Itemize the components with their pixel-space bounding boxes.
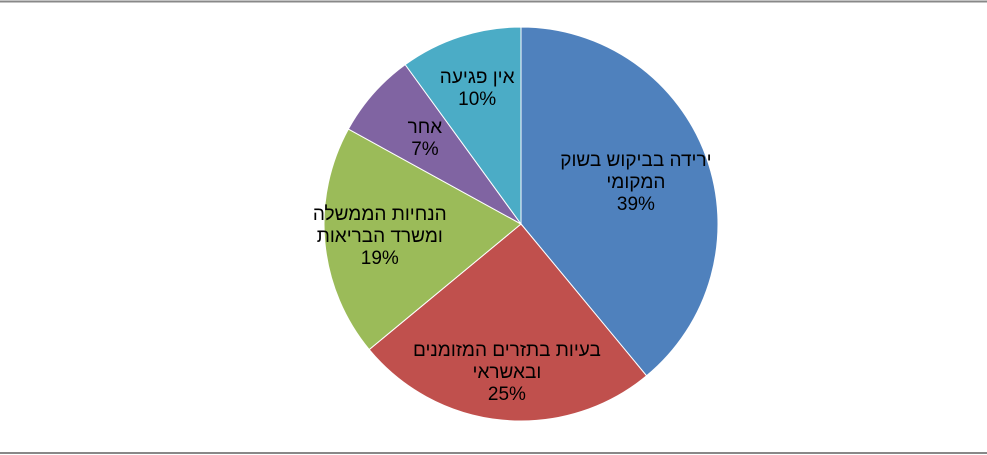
value-label: 19%: [360, 248, 399, 270]
value-label: 39%: [616, 193, 655, 215]
pie-slice: [520, 26, 719, 377]
value-label: 7%: [411, 139, 439, 161]
value-label: 10%: [458, 89, 497, 111]
category-label: בעיות בתזרים המזומנים ובאשראי: [412, 340, 601, 384]
slice-label: בעיות בתזרים המזומנים ובאשראי 25%: [387, 340, 627, 406]
pie-slice: [368, 223, 648, 422]
pie-slice: [404, 26, 522, 226]
slice-label: הנחיות הממשלה ומשרד הבריאות 19%: [295, 204, 465, 270]
category-label: הנחיות הממשלה ומשרד הבריאות: [312, 204, 447, 248]
category-label: ירידה בביקוש בשוק המקומי: [560, 149, 712, 193]
slice-label: אין פגיעה 10%: [417, 67, 537, 111]
slice-label: ירידה בביקוש בשוק המקומי 39%: [551, 150, 721, 216]
category-label: אחר: [407, 117, 443, 139]
value-label: 25%: [487, 384, 526, 406]
pie-slice: [323, 128, 522, 351]
slice-label: אחר 7%: [385, 117, 465, 161]
category-label: אין פגיעה: [439, 67, 515, 89]
